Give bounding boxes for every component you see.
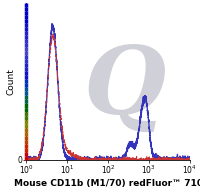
- Text: Q: Q: [83, 43, 166, 133]
- X-axis label: Mouse CD11b (M1/70) redFluor™ 710: Mouse CD11b (M1/70) redFluor™ 710: [14, 179, 200, 188]
- Y-axis label: Count: Count: [7, 68, 16, 95]
